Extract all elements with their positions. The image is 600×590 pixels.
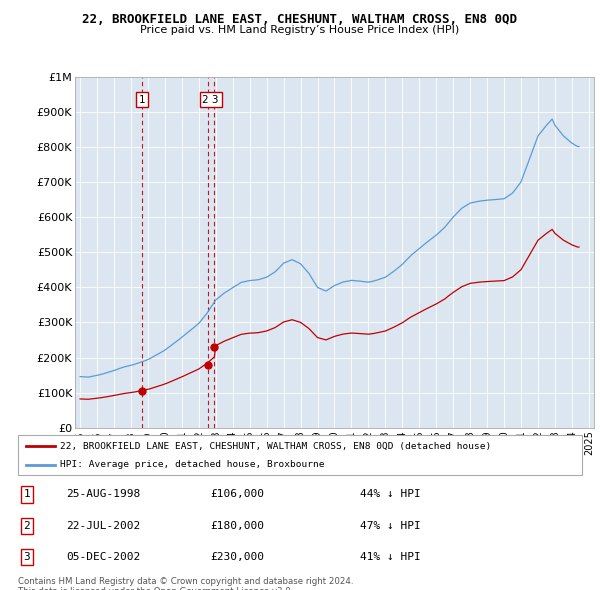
Text: 47% ↓ HPI: 47% ↓ HPI bbox=[360, 521, 421, 530]
Text: Contains HM Land Registry data © Crown copyright and database right 2024.
This d: Contains HM Land Registry data © Crown c… bbox=[18, 577, 353, 590]
Text: 25-AUG-1998: 25-AUG-1998 bbox=[66, 490, 140, 499]
Text: 1: 1 bbox=[23, 490, 31, 499]
Text: £180,000: £180,000 bbox=[210, 521, 264, 530]
FancyBboxPatch shape bbox=[18, 435, 582, 475]
Text: 22-JUL-2002: 22-JUL-2002 bbox=[66, 521, 140, 530]
Text: HPI: Average price, detached house, Broxbourne: HPI: Average price, detached house, Brox… bbox=[60, 460, 325, 470]
Text: 44% ↓ HPI: 44% ↓ HPI bbox=[360, 490, 421, 499]
Text: 05-DEC-2002: 05-DEC-2002 bbox=[66, 552, 140, 562]
Text: 22, BROOKFIELD LANE EAST, CHESHUNT, WALTHAM CROSS, EN8 0QD: 22, BROOKFIELD LANE EAST, CHESHUNT, WALT… bbox=[83, 13, 517, 26]
Text: 41% ↓ HPI: 41% ↓ HPI bbox=[360, 552, 421, 562]
Text: 3: 3 bbox=[23, 552, 31, 562]
Text: Price paid vs. HM Land Registry’s House Price Index (HPI): Price paid vs. HM Land Registry’s House … bbox=[140, 25, 460, 35]
Text: £230,000: £230,000 bbox=[210, 552, 264, 562]
Text: 22, BROOKFIELD LANE EAST, CHESHUNT, WALTHAM CROSS, EN8 0QD (detached house): 22, BROOKFIELD LANE EAST, CHESHUNT, WALT… bbox=[60, 441, 491, 451]
Text: 2: 2 bbox=[23, 521, 31, 530]
Text: £106,000: £106,000 bbox=[210, 490, 264, 499]
Text: 2 3: 2 3 bbox=[202, 94, 219, 104]
Text: 1: 1 bbox=[139, 94, 145, 104]
